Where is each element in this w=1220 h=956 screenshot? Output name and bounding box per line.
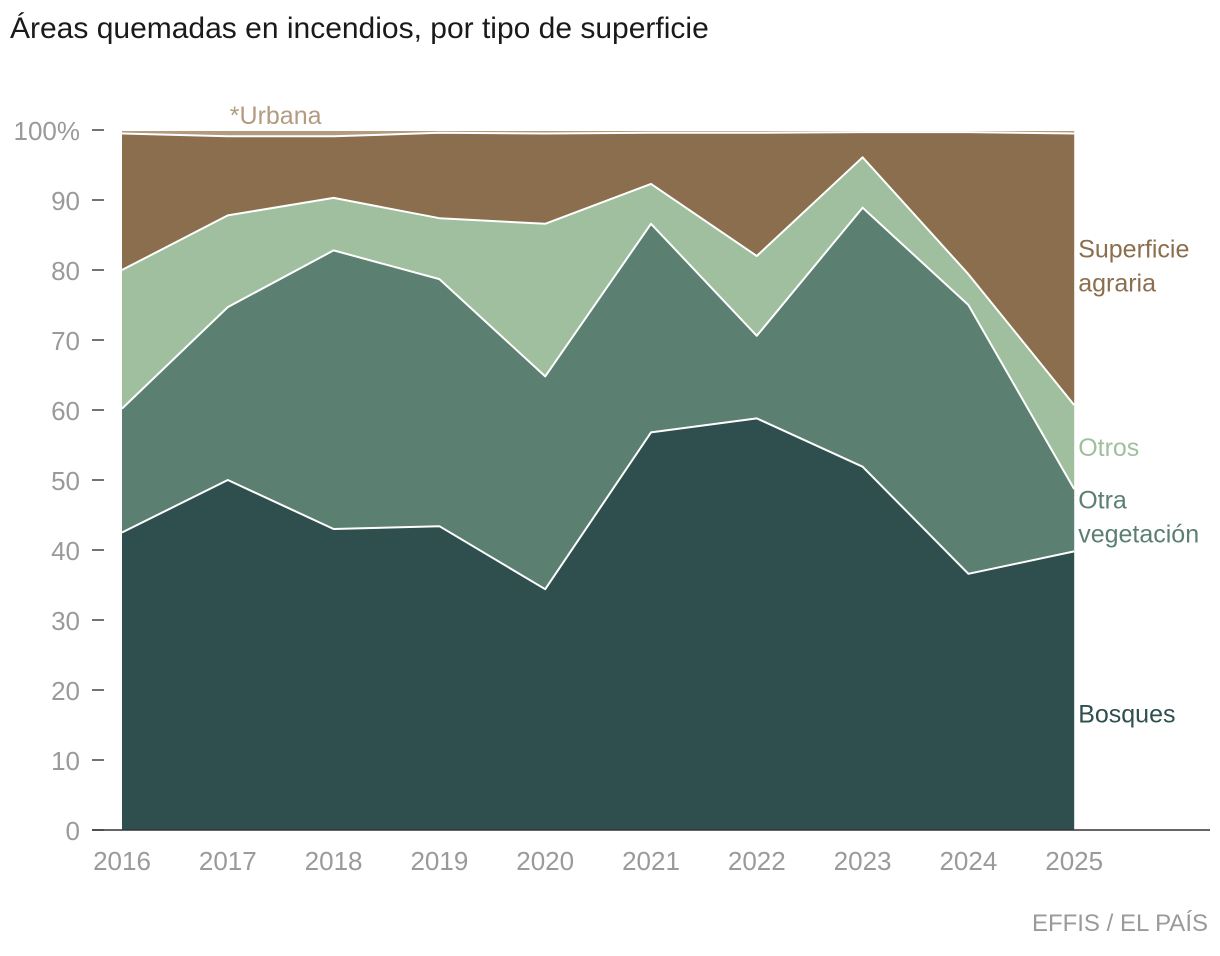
series-label-line: Bosques (1078, 701, 1175, 729)
chart-title: Áreas quemadas en incendios, por tipo de… (10, 12, 709, 45)
area-otra (122, 207, 1075, 590)
area-bosques (122, 418, 1075, 830)
area-agraria (122, 132, 1075, 406)
x-tick-label: 2020 (516, 846, 574, 876)
y-tick-label: 50 (51, 466, 80, 496)
x-tick-label: 2019 (410, 846, 468, 876)
boundary-line-otros (121, 156, 1075, 406)
boundary-line-otra (121, 206, 1076, 490)
y-tick-label: 100% (14, 116, 81, 146)
boundary-line-bosques (121, 417, 1075, 591)
series-label-line: *Urbana (230, 102, 322, 130)
x-tick-label: 2021 (622, 846, 680, 876)
series-label-bosques: Bosques (1078, 701, 1175, 729)
source-note: EFFIS / EL PAÍS (1031, 910, 1208, 937)
series-label-otra: Otra vegetación (1078, 486, 1199, 548)
x-tick-label: 2023 (834, 846, 892, 876)
series-label-urbana: *Urbana (230, 102, 322, 130)
y-tick-label: 80 (51, 256, 80, 286)
x-tick-label: 2024 (939, 846, 997, 876)
x-tick-label: 2016 (93, 846, 151, 876)
series-label-agraria: Superficie agraria (1078, 235, 1189, 297)
y-tick-label: 30 (51, 606, 80, 636)
x-tick-label: 2022 (728, 846, 786, 876)
series-label-line: agraria (1078, 269, 1156, 297)
series-label-line: vegetación (1078, 520, 1199, 548)
x-tick-label: 2017 (199, 846, 257, 876)
y-tick-label: 40 (51, 536, 80, 566)
y-tick-label: 0 (66, 816, 80, 846)
y-tick-label: 70 (51, 326, 80, 356)
boundary-line-agraria (121, 131, 1075, 138)
series-label-line: Otra (1078, 486, 1127, 514)
y-tick-label: 90 (51, 186, 80, 216)
y-tick-label: 60 (51, 396, 80, 426)
x-tick-label: 2025 (1045, 846, 1103, 876)
series-label-line: Superficie (1078, 235, 1189, 263)
y-tick-label: 10 (51, 746, 80, 776)
y-tick-label: 20 (51, 676, 80, 706)
series-label-otros: Otros (1078, 434, 1139, 462)
series-label-line: Otros (1078, 434, 1139, 462)
area-otros (122, 157, 1075, 490)
x-tick-label: 2018 (305, 846, 363, 876)
